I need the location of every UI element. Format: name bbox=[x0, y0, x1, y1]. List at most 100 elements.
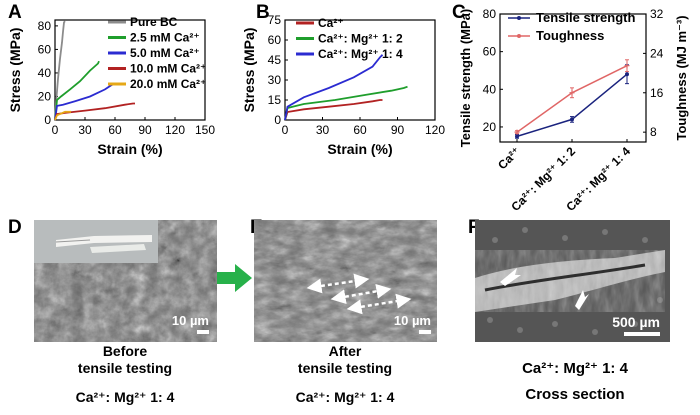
caption-e: After tensile testing bbox=[280, 343, 410, 377]
sem-image-cross-section: 500 µm bbox=[475, 220, 670, 342]
data-point bbox=[625, 72, 629, 77]
scale-bar-e-label: 10 µm bbox=[393, 313, 431, 328]
inset-photo bbox=[34, 220, 158, 263]
data-point bbox=[624, 63, 630, 69]
series-line bbox=[516, 73, 628, 138]
y-tick-label: 20 bbox=[38, 89, 52, 103]
sem-image-after: 10 µm bbox=[254, 220, 437, 342]
y2-tick-label: 24 bbox=[650, 46, 664, 60]
series-line bbox=[54, 83, 113, 121]
caption-d: Before tensile testing bbox=[60, 343, 190, 377]
y-tick-label: 60 bbox=[38, 42, 52, 56]
y-tick-label: 40 bbox=[483, 82, 497, 96]
legend-marker bbox=[517, 16, 521, 20]
data-point bbox=[569, 90, 575, 96]
right-arrow-icon bbox=[217, 264, 252, 292]
y2-tick-label: 8 bbox=[650, 125, 657, 139]
legend-label: Ca²⁺ bbox=[318, 16, 344, 30]
legend-label: Toughness bbox=[536, 28, 604, 43]
y-axis-label: Stress (MPa) bbox=[241, 28, 257, 113]
scale-bar-f: 500 µm bbox=[612, 314, 660, 336]
y-tick-label: 20 bbox=[483, 120, 497, 134]
legend-label: 20.0 mM Ca²⁺ bbox=[130, 77, 206, 91]
x-tick-label: 60 bbox=[353, 123, 367, 137]
x-tick-label: 60 bbox=[108, 123, 122, 137]
legend-label: Ca²⁺: Mg²⁺ 1: 2 bbox=[318, 32, 403, 46]
sem-texture-e bbox=[254, 220, 437, 342]
chart-c-strength-toughness: 20 40 60 80 8 16 24 32 Tensile strength (MPa) Tou… bbox=[458, 7, 689, 214]
y2-tick-label: 32 bbox=[650, 7, 664, 21]
y-tick-label: 60 bbox=[268, 33, 282, 47]
y-tick-label: 40 bbox=[38, 66, 52, 80]
y2-tick-label: 16 bbox=[650, 86, 664, 100]
panel-label-a: A bbox=[8, 2, 22, 23]
legend-label: 2.5 mM Ca²⁺ bbox=[130, 31, 200, 45]
series-line bbox=[284, 99, 383, 121]
sem-image-before: 10 µm bbox=[34, 220, 217, 342]
x-tick-label: 120 bbox=[165, 123, 185, 137]
panel-label-f: F bbox=[468, 217, 480, 238]
sem-texture-f bbox=[475, 220, 670, 342]
scale-bar-d: 10 µm bbox=[172, 313, 209, 334]
panel-label-b: B bbox=[256, 2, 270, 23]
data-point bbox=[570, 117, 574, 122]
series-line bbox=[284, 54, 384, 121]
x-tick-label: 0 bbox=[52, 123, 59, 137]
strain-direction-arrows bbox=[306, 273, 412, 315]
scale-bar-d-label: 10 µm bbox=[171, 313, 209, 328]
white-arrow-icon bbox=[500, 268, 589, 310]
series-line bbox=[284, 85, 408, 121]
legend-label: Ca²⁺: Mg²⁺ 1: 4 bbox=[318, 47, 403, 61]
x-tick-label: 90 bbox=[391, 123, 405, 137]
legend-label: Pure BC bbox=[130, 15, 178, 29]
y-tick-label: 0 bbox=[274, 113, 281, 127]
y-tick-label: 80 bbox=[483, 7, 497, 21]
caption-f: Ca²⁺: Mg²⁺ 1: 4 Cross section bbox=[495, 360, 655, 403]
legend-label: 10.0 mM Ca²⁺ bbox=[130, 62, 206, 76]
sem-texture-d bbox=[34, 220, 217, 342]
legend-marker bbox=[517, 34, 521, 38]
y-tick-label: 60 bbox=[483, 45, 497, 59]
plot-frame bbox=[499, 13, 647, 143]
x-tick-label: 30 bbox=[316, 123, 330, 137]
y-tick-label: 30 bbox=[268, 73, 282, 87]
data-point bbox=[514, 129, 520, 135]
y2-axis-label: Toughness (MJ m⁻³) bbox=[674, 15, 689, 140]
y-tick-label: 45 bbox=[268, 53, 282, 67]
caption-e-line1: After bbox=[328, 343, 362, 359]
series-line bbox=[54, 60, 100, 121]
data-point bbox=[515, 134, 519, 139]
x-tick-label: 120 bbox=[425, 123, 445, 137]
caption-d-line2: tensile testing bbox=[77, 360, 173, 376]
y-axis-label: Tensile strength (MPa) bbox=[458, 9, 473, 147]
chart-a-stress-strain: 0 30 60 90 120 150 0 20 40 60 80 Strain (%) Stress (… bbox=[7, 15, 215, 157]
panel-label-c: C bbox=[452, 2, 466, 23]
y-tick-label: 15 bbox=[268, 93, 282, 107]
chart-b-stress-strain: 0 30 60 90 120 0 15 30 45 60 75 Strain (%) Stress (M… bbox=[241, 13, 445, 157]
x-axis-label: Strain (%) bbox=[97, 141, 162, 157]
series-line bbox=[54, 20, 66, 121]
y-axis-label: Stress (MPa) bbox=[7, 28, 23, 113]
y-tick-label: 75 bbox=[268, 13, 282, 27]
panel-label-d: D bbox=[8, 217, 22, 238]
x-tick-label: 30 bbox=[78, 123, 92, 137]
legend-label: Tensile strength bbox=[536, 10, 636, 25]
caption-e-ratio: Ca²⁺: Mg²⁺ 1: 4 bbox=[295, 389, 395, 405]
x-tick-label: 0 bbox=[282, 123, 289, 137]
scale-bar-f-label: 500 µm bbox=[612, 314, 660, 330]
legend-label: 5.0 mM Ca²⁺ bbox=[130, 46, 200, 60]
y-tick-label: 0 bbox=[44, 113, 51, 127]
x-tick-label: 150 bbox=[195, 123, 215, 137]
x-axis-label: Strain (%) bbox=[327, 141, 392, 157]
caption-d-ratio: Ca²⁺: Mg²⁺ 1: 4 bbox=[75, 389, 175, 405]
y-tick-label: 80 bbox=[38, 19, 52, 33]
x-tick-label: 90 bbox=[138, 123, 152, 137]
caption-e-line2: tensile testing bbox=[297, 360, 393, 376]
plot-frame bbox=[54, 19, 206, 121]
scale-bar-e: 10 µm bbox=[394, 313, 431, 334]
caption-f-line1: Ca²⁺: Mg²⁺ 1: 4 bbox=[522, 360, 628, 377]
x-tick-label: Ca²⁺ bbox=[495, 144, 523, 172]
caption-d-line1: Before bbox=[102, 343, 148, 359]
series-line bbox=[54, 110, 71, 121]
caption-f-line2: Cross section bbox=[525, 386, 625, 403]
